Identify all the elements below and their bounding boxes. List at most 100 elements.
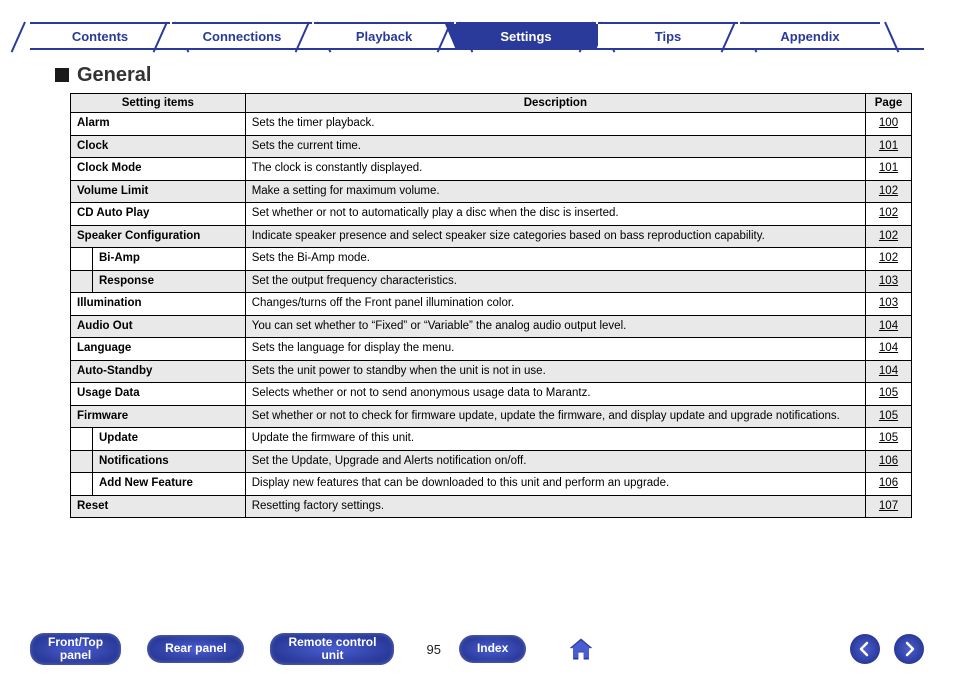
setting-description: Display new features that can be downloa… <box>245 473 865 496</box>
setting-page-link[interactable]: 103 <box>866 293 912 316</box>
setting-page-link[interactable]: 101 <box>866 158 912 181</box>
setting-name: Speaker Configuration <box>71 225 246 248</box>
bottom-bar: Front/Top panel Rear panel Remote control … <box>0 633 954 665</box>
setting-page-link[interactable]: 106 <box>866 450 912 473</box>
table-row: ResetResetting factory settings.107 <box>71 495 912 518</box>
setting-name: Reset <box>71 495 246 518</box>
setting-page-link[interactable]: 102 <box>866 203 912 226</box>
tab-label: Tips <box>655 29 682 44</box>
table-row: Speaker ConfigurationIndicate speaker pr… <box>71 225 912 248</box>
index-button-label: Index <box>477 642 508 655</box>
setting-description: Sets the Bi-Amp mode. <box>245 248 865 271</box>
setting-name: Firmware <box>71 405 246 428</box>
indent-cell <box>71 473 93 496</box>
tab-playback[interactable]: Playback <box>314 22 454 48</box>
indent-cell <box>71 428 93 451</box>
setting-page-link[interactable]: 106 <box>866 473 912 496</box>
tab-label: Appendix <box>780 29 839 44</box>
table-row: FirmwareSet whether or not to check for … <box>71 405 912 428</box>
table-row: Usage DataSelects whether or not to send… <box>71 383 912 406</box>
setting-description: Sets the unit power to standby when the … <box>245 360 865 383</box>
table-row: Add New FeatureDisplay new features that… <box>71 473 912 496</box>
table-header-row: Setting items Description Page <box>71 94 912 113</box>
table-row: NotificationsSet the Update, Upgrade and… <box>71 450 912 473</box>
setting-description: Indicate speaker presence and select spe… <box>245 225 865 248</box>
table-row: LanguageSets the language for display th… <box>71 338 912 361</box>
front-top-panel-button[interactable]: Front/Top panel <box>30 633 121 665</box>
setting-description: Set the Update, Upgrade and Alerts notif… <box>245 450 865 473</box>
setting-description: Make a setting for maximum volume. <box>245 180 865 203</box>
col-setting-items: Setting items <box>71 94 246 113</box>
table-row: Bi-AmpSets the Bi-Amp mode.102 <box>71 248 912 271</box>
setting-description: Resetting factory settings. <box>245 495 865 518</box>
table-row: Clock ModeThe clock is constantly displa… <box>71 158 912 181</box>
setting-page-link[interactable]: 104 <box>866 315 912 338</box>
setting-name: Language <box>71 338 246 361</box>
setting-description: Changes/turns off the Front panel illumi… <box>245 293 865 316</box>
section-title-text: General <box>77 64 151 86</box>
setting-page-link[interactable]: 102 <box>866 248 912 271</box>
tab-tips[interactable]: Tips <box>598 22 738 48</box>
tab-label: Playback <box>356 29 412 44</box>
tab-label: Contents <box>72 29 128 44</box>
setting-description: Sets the timer playback. <box>245 113 865 136</box>
remote-control-unit-button[interactable]: Remote control unit <box>270 633 394 665</box>
table-row: UpdateUpdate the firmware of this unit.1… <box>71 428 912 451</box>
indent-cell <box>71 450 93 473</box>
setting-page-link[interactable]: 100 <box>866 113 912 136</box>
setting-name: Usage Data <box>71 383 246 406</box>
setting-description: Sets the current time. <box>245 135 865 158</box>
next-page-button[interactable] <box>894 634 924 664</box>
setting-description: The clock is constantly displayed. <box>245 158 865 181</box>
setting-description: Set whether or not to automatically play… <box>245 203 865 226</box>
square-bullet-icon <box>55 68 69 82</box>
setting-description: You can set whether to “Fixed” or “Varia… <box>245 315 865 338</box>
indent-cell <box>71 248 93 271</box>
setting-page-link[interactable]: 104 <box>866 338 912 361</box>
tab-contents[interactable]: Contents <box>30 22 170 48</box>
top-tabbar: Contents Connections Playback Settings Tips A… <box>30 10 924 50</box>
rear-panel-button[interactable]: Rear panel <box>147 635 244 663</box>
tab-connections[interactable]: Connections <box>172 22 312 48</box>
setting-page-link[interactable]: 101 <box>866 135 912 158</box>
table-row: AlarmSets the timer playback.100 <box>71 113 912 136</box>
settings-table: Setting items Description Page AlarmSets… <box>70 93 912 518</box>
table-row: ClockSets the current time.101 <box>71 135 912 158</box>
indent-cell <box>71 270 93 293</box>
setting-name: Response <box>93 270 246 293</box>
setting-page-link[interactable]: 102 <box>866 180 912 203</box>
tab-label: Settings <box>500 29 551 44</box>
table-row: Auto-StandbySets the unit power to stand… <box>71 360 912 383</box>
setting-name: Update <box>93 428 246 451</box>
setting-name: Illumination <box>71 293 246 316</box>
setting-name: Clock Mode <box>71 158 246 181</box>
setting-page-link[interactable]: 104 <box>866 360 912 383</box>
setting-name: Audio Out <box>71 315 246 338</box>
section-title: General <box>55 64 914 87</box>
setting-page-link[interactable]: 105 <box>866 428 912 451</box>
setting-name: CD Auto Play <box>71 203 246 226</box>
setting-description: Update the firmware of this unit. <box>245 428 865 451</box>
setting-name: Alarm <box>71 113 246 136</box>
tab-settings[interactable]: Settings <box>456 22 596 48</box>
setting-page-link[interactable]: 107 <box>866 495 912 518</box>
prev-page-button[interactable] <box>850 634 880 664</box>
table-row: ResponseSet the output frequency charact… <box>71 270 912 293</box>
setting-name: Auto-Standby <box>71 360 246 383</box>
setting-page-link[interactable]: 102 <box>866 225 912 248</box>
setting-name: Bi-Amp <box>93 248 246 271</box>
setting-page-link[interactable]: 103 <box>866 270 912 293</box>
tab-appendix[interactable]: Appendix <box>740 22 880 48</box>
col-page: Page <box>866 94 912 113</box>
setting-page-link[interactable]: 105 <box>866 383 912 406</box>
setting-description: Set whether or not to check for firmware… <box>245 405 865 428</box>
setting-description: Set the output frequency characteristics… <box>245 270 865 293</box>
home-icon[interactable] <box>566 634 596 664</box>
setting-name: Notifications <box>93 450 246 473</box>
setting-name: Add New Feature <box>93 473 246 496</box>
setting-page-link[interactable]: 105 <box>866 405 912 428</box>
setting-description: Sets the language for display the menu. <box>245 338 865 361</box>
index-button[interactable]: Index <box>459 635 526 663</box>
table-row: Audio OutYou can set whether to “Fixed” … <box>71 315 912 338</box>
setting-name: Clock <box>71 135 246 158</box>
